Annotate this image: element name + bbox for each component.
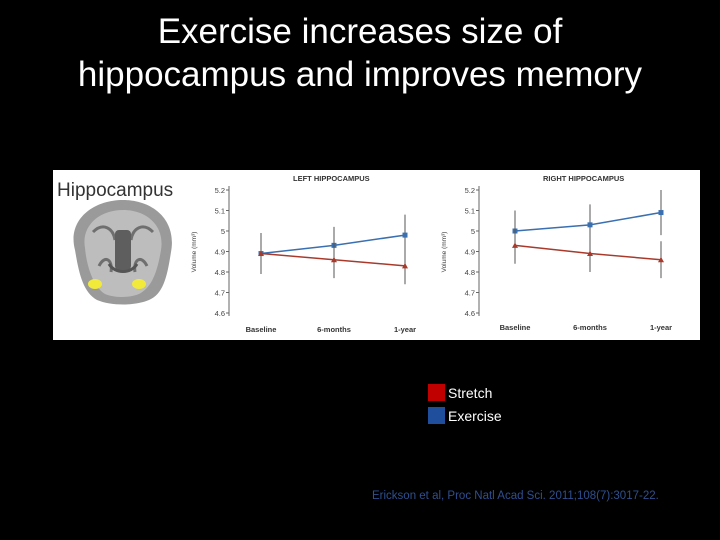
right-y-tick-label: 5.2	[465, 186, 475, 195]
right-y-tick-label: 5	[471, 227, 475, 236]
left-y-tick-label: 4.9	[215, 248, 225, 257]
right-y-tick-label: 4.9	[465, 248, 475, 257]
left-y-tick-label: 4.6	[215, 309, 225, 318]
brain-scan-image	[73, 200, 172, 305]
left-y-axis-label: Volume (mm³)	[191, 232, 198, 273]
left-stretch-point	[258, 250, 264, 257]
figure-panel: Hippocampus LEFT HIPPOCAMPUS Volume (mm³)…	[53, 170, 700, 340]
right-x-tick-label: 6-months	[573, 323, 607, 332]
legend: Stretch Exercise	[428, 381, 502, 427]
title-line-2: hippocampus and improves memory	[77, 55, 643, 94]
right-hippocampus-highlight	[132, 279, 146, 289]
right-y-tick-label: 4.7	[465, 289, 475, 298]
legend-label-stretch: Stretch	[448, 384, 493, 401]
legend-label-exercise: Exercise	[448, 407, 502, 424]
figure-svg: Hippocampus LEFT HIPPOCAMPUS Volume (mm³)…	[57, 174, 672, 334]
right-exercise-series-line	[514, 211, 662, 232]
right-chart-title: RIGHT HIPPOCAMPUS	[543, 174, 624, 183]
brain-label: Hippocampus	[57, 180, 173, 201]
left-stretch-point	[331, 256, 337, 263]
right-y-tick-label: 5.1	[465, 207, 475, 216]
right-exercise-point	[587, 222, 593, 228]
left-y-tick-label: 5	[221, 227, 225, 236]
legend-swatch-stretch	[428, 384, 445, 401]
left-x-tick-label: 1-year	[394, 325, 416, 334]
legend-item-exercise: Exercise	[428, 404, 502, 427]
slide-title: Exercise increases size of hippocampus a…	[0, 10, 720, 96]
left-y-tick-label: 4.7	[215, 289, 225, 298]
left-chart-title: LEFT HIPPOCAMPUS	[293, 174, 370, 183]
right-stretch-point	[658, 256, 664, 263]
legend-item-stretch: Stretch	[428, 381, 502, 404]
left-y-tick-label: 5.1	[215, 207, 225, 216]
left-y-tick-label: 4.8	[215, 268, 225, 277]
right-stretch-series-line	[514, 244, 662, 261]
right-stretch-point	[587, 250, 593, 257]
left-stretch-point	[402, 262, 408, 269]
right-exercise-point	[658, 210, 664, 216]
right-x-tick-label: 1-year	[650, 323, 672, 332]
citation: Erickson et al, Proc Natl Acad Sci. 2011…	[372, 490, 659, 502]
left-x-tick-label: 6-months	[317, 325, 351, 334]
right-stretch-point	[512, 242, 518, 248]
right-y-tick-label: 4.8	[465, 268, 475, 277]
right-x-tick-label: Baseline	[500, 323, 531, 332]
left-exercise-point	[402, 232, 408, 238]
left-hippocampus-highlight	[88, 279, 102, 289]
title-line-1: Exercise increases size of	[157, 12, 563, 51]
right-y-tick-label: 4.6	[465, 309, 475, 318]
left-x-tick-label: Baseline	[246, 325, 277, 334]
right-y-axis-label: Volume (mm³)	[441, 232, 448, 273]
legend-swatch-exercise	[428, 407, 445, 424]
left-y-tick-label: 5.2	[215, 186, 225, 195]
